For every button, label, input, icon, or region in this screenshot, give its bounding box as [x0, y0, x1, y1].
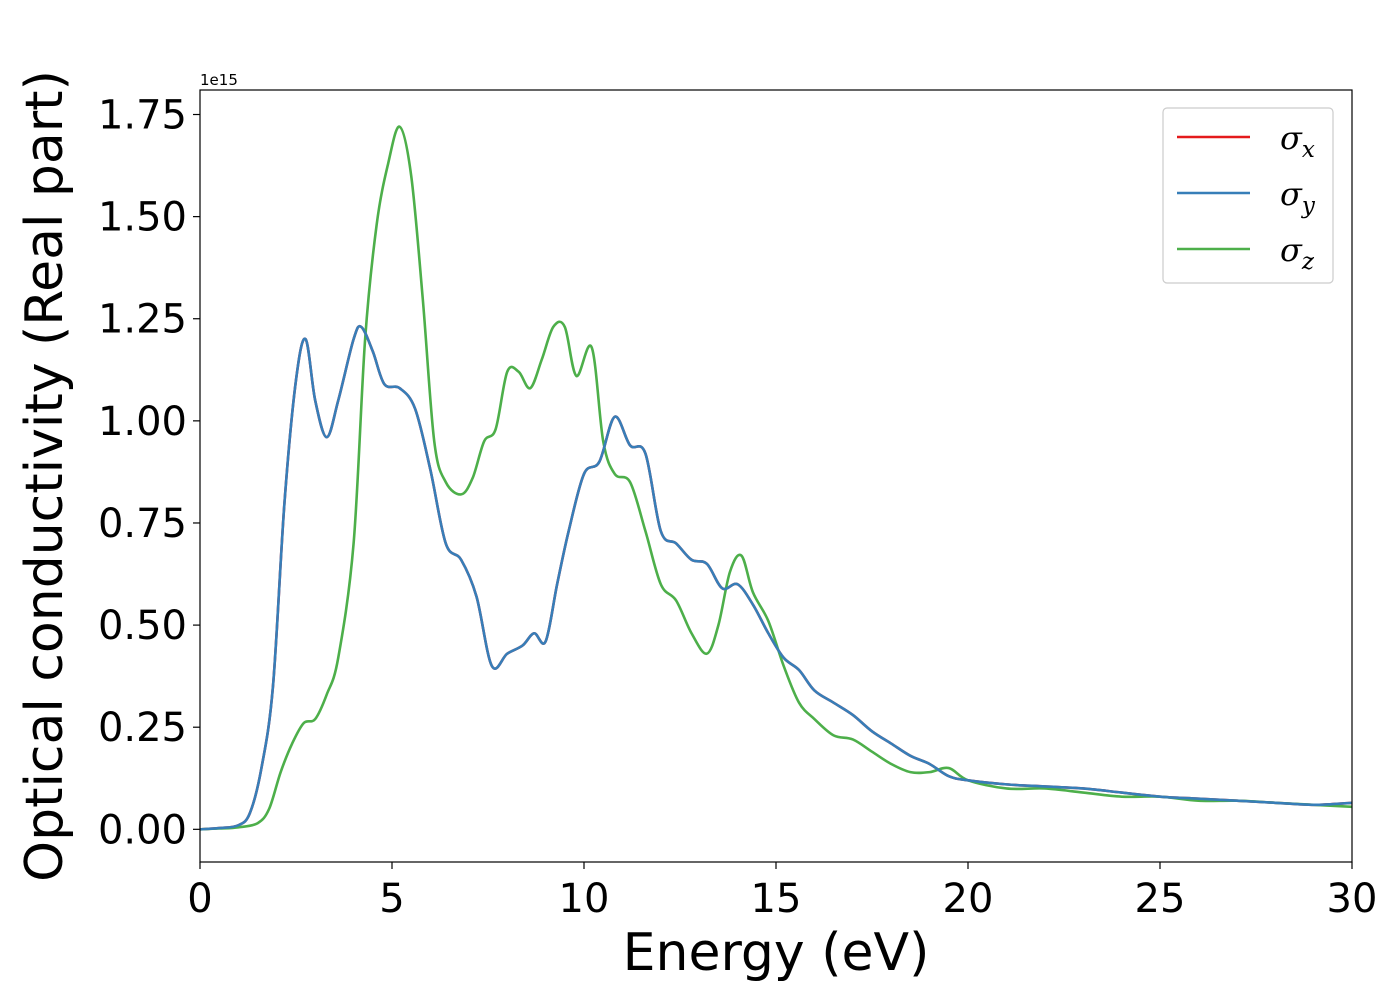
x-tick-label: 0 [187, 876, 212, 922]
series-line-y [199, 324, 1353, 831]
series-line-z [199, 125, 1353, 831]
y-tick-label: 1.00 [98, 399, 187, 445]
y-offset-label: 1e15 [200, 71, 238, 89]
y-tick-label: 1.50 [98, 195, 187, 241]
y-tick-label: 0.25 [98, 705, 187, 751]
y-tick-label: 1.75 [98, 93, 187, 139]
plot-background [200, 90, 1352, 862]
y-tick-label: 0.75 [98, 501, 187, 547]
legend-box [1162, 107, 1334, 284]
x-tick-label: 15 [751, 876, 802, 922]
x-axis-label: Energy (eV) [623, 923, 930, 983]
y-tick-label: 0.00 [98, 807, 187, 853]
x-tick-label: 20 [943, 876, 994, 922]
y-tick-label: 1.25 [98, 297, 187, 343]
x-tick-label: 25 [1135, 876, 1186, 922]
y-tick-label: 0.50 [98, 603, 187, 649]
y-axis-label: Optical conductivity (Real part) [15, 70, 75, 882]
x-tick-label: 30 [1327, 876, 1378, 922]
x-tick-label: 5 [379, 876, 404, 922]
x-tick-label: 10 [559, 876, 610, 922]
x-axis: 0 5 10 15 20 25 30 [187, 862, 1377, 922]
series-layer [199, 125, 1353, 831]
y-axis: 0.00 0.25 0.50 0.75 1.00 1.25 1.50 1.75 [98, 93, 200, 853]
legend-label-y: σy [1280, 175, 1316, 219]
